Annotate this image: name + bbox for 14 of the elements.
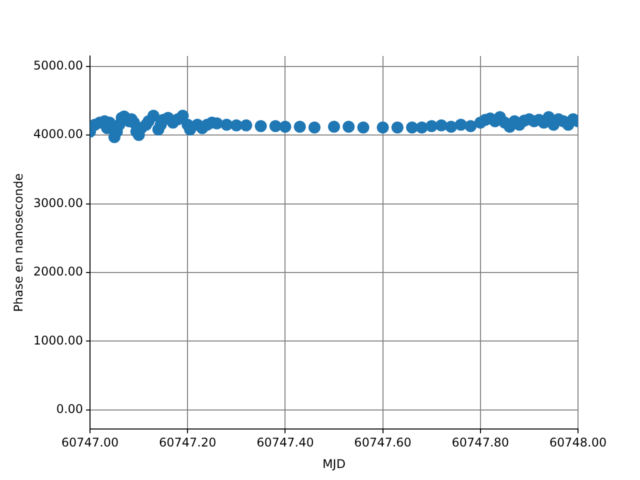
y-tick-label: 4000.00: [33, 127, 84, 142]
y-tick-label: 2000.00: [33, 264, 84, 279]
y-tick-label: 3000.00: [33, 196, 84, 210]
x-axis-title: MJD: [322, 456, 346, 471]
y-tick-label: 1000.00: [33, 333, 84, 348]
y-tick-label: 0.00: [56, 402, 84, 416]
x-tick-label: 60747.80: [452, 436, 510, 450]
x-tick-label: 60747.20: [158, 436, 216, 450]
x-tick-label: 60748.00: [549, 436, 607, 450]
y-axis-title: Phase en nanoseconde: [11, 173, 26, 312]
y-tick-label: 5000.00: [33, 58, 84, 72]
x-tick-label: 60747.40: [256, 436, 314, 450]
x-tick-label: 60747.00: [61, 436, 119, 450]
x-tick-label: 60747.60: [354, 436, 412, 450]
